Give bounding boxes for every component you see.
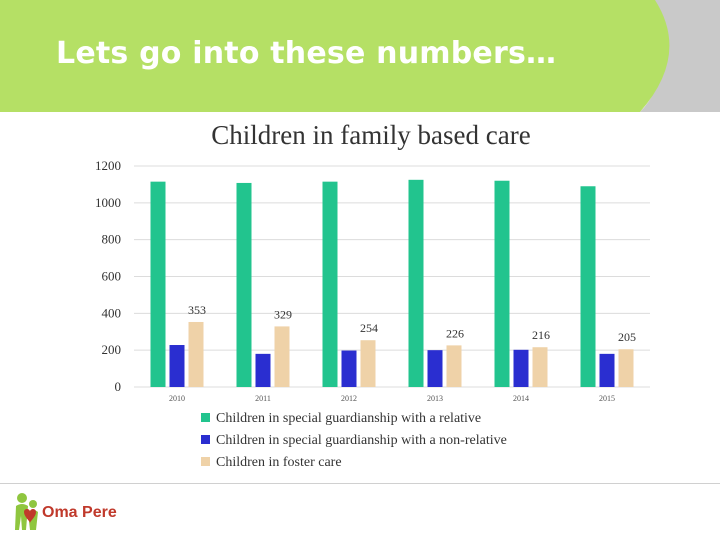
- bar-series-3: [446, 345, 462, 387]
- bar-series-2: [427, 350, 443, 387]
- legend-swatch: [201, 435, 210, 444]
- data-label: 226: [446, 326, 464, 340]
- bar-chart: Children in family based care 0 200 400 600 8…: [95, 120, 650, 470]
- data-label: 205: [618, 330, 636, 344]
- data-label: 254: [360, 321, 378, 335]
- y-tick-label: 800: [102, 232, 122, 247]
- bar-series-1: [580, 186, 596, 387]
- bar-series-2: [169, 345, 185, 387]
- oma-pere-logo: Oma Pere: [12, 490, 142, 536]
- bar-series-3: [274, 326, 290, 387]
- data-label: 216: [532, 328, 550, 342]
- x-tick-label: 2014: [513, 394, 529, 403]
- y-tick-label: 0: [115, 379, 122, 394]
- legend-label: Children in special guardianship with a …: [216, 433, 507, 448]
- bar-series-1: [494, 180, 510, 387]
- y-tick-label: 1000: [95, 195, 121, 210]
- x-tick-label: 2010: [169, 394, 185, 403]
- y-tick-label: 400: [102, 305, 122, 320]
- footer-divider: [0, 483, 720, 484]
- bar-series-1: [150, 181, 166, 387]
- chart-frame: Children in family based care 0 200 400 600 8…: [0, 112, 720, 484]
- y-tick-label: 600: [102, 269, 122, 284]
- header-banner: [0, 0, 720, 112]
- x-tick-label: 2013: [427, 394, 443, 403]
- bar-series-3: [188, 321, 204, 387]
- header-green-band: [0, 0, 670, 112]
- bar-series-3: [360, 340, 376, 387]
- legend-label: Children in special guardianship with a …: [216, 411, 481, 426]
- legend-swatch: [201, 457, 210, 466]
- family-icon: [15, 493, 38, 530]
- y-tick-label: 200: [102, 342, 122, 357]
- chart-title: Children in family based care: [211, 120, 530, 150]
- bar-series-2: [255, 353, 271, 387]
- bar-series-1: [322, 181, 338, 387]
- logo-text: Oma Pere: [42, 504, 117, 521]
- x-tick-label: 2015: [599, 394, 615, 403]
- bar-series-3: [532, 347, 548, 387]
- x-tick-label: 2011: [255, 394, 271, 403]
- bar-series-3: [618, 349, 634, 387]
- legend-label: Children in foster care: [216, 455, 342, 470]
- y-tick-label: 1200: [95, 158, 121, 173]
- slide-header: Lets go into these numbers…: [0, 0, 720, 112]
- legend-swatch: [201, 413, 210, 422]
- bar-series-2: [341, 350, 357, 387]
- bar-series-2: [513, 349, 529, 387]
- data-label: 329: [274, 307, 292, 321]
- data-label: 353: [188, 303, 206, 317]
- slide-title: Lets go into these numbers…: [56, 36, 557, 71]
- bar-series-1: [408, 179, 424, 387]
- x-tick-label: 2012: [341, 394, 357, 403]
- bar-series-2: [599, 353, 615, 387]
- bar-series-1: [236, 182, 252, 387]
